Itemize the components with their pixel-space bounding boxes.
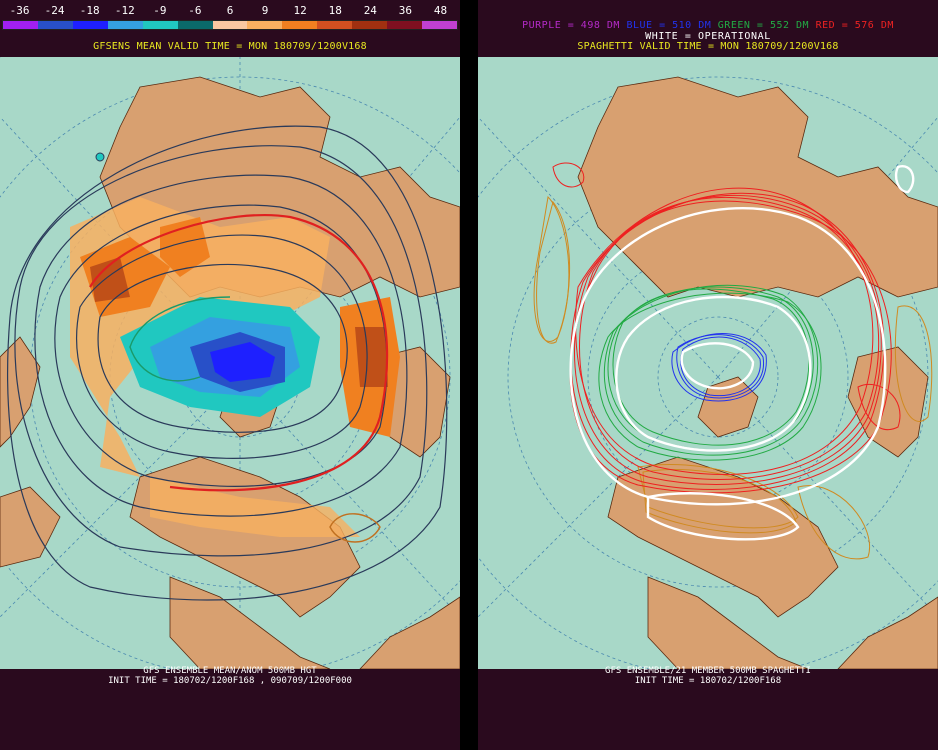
blue-spaghetti bbox=[671, 333, 767, 402]
colorbar-label: -24 bbox=[44, 4, 65, 17]
small-anomaly bbox=[95, 152, 105, 162]
colorbar-labels: -36 -24 -18 -12 -9 -6 6 9 12 18 24 36 48 bbox=[2, 4, 458, 18]
colorbar-swatch bbox=[37, 21, 73, 29]
mean-valid-time: GFSENS MEAN VALID TIME = MON 180709/1200… bbox=[93, 41, 367, 52]
height-contours bbox=[6, 125, 448, 601]
colorbar-swatch bbox=[107, 21, 143, 29]
colorbar-label: -18 bbox=[79, 4, 100, 17]
legend-operational: WHITE = OPERATIONAL bbox=[645, 31, 771, 42]
legend-purple: PURPLE = 498 DM bbox=[522, 20, 620, 31]
mean-footer-init: INIT TIME = 180702/1200F168 , 090709/120… bbox=[108, 676, 352, 686]
colorbar-swatch bbox=[3, 21, 38, 29]
spaghetti-panel: PURPLE = 498 DM BLUE = 510 DM GREEN = 55… bbox=[478, 0, 938, 750]
colorbar-swatch bbox=[317, 21, 353, 29]
colorbar-label: -36 bbox=[9, 4, 30, 17]
colorbar-label: 12 bbox=[293, 4, 307, 17]
colorbar-swatch bbox=[247, 21, 283, 29]
colorbar-swatch bbox=[387, 21, 423, 29]
spaghetti-valid-time: SPAGHETTI VALID TIME = MON 180709/1200V1… bbox=[577, 41, 839, 52]
colorbar-swatch bbox=[352, 21, 388, 29]
mean-map-svg bbox=[0, 57, 460, 669]
mean-anomaly-map bbox=[0, 57, 460, 669]
spaghetti-map-svg bbox=[478, 57, 938, 669]
mean-footer-title: GFS ENSEMBLE MEAN/ANOM 500MB HGT bbox=[143, 666, 317, 676]
colorbar-label: -9 bbox=[153, 4, 167, 17]
colorbar-label: -12 bbox=[114, 4, 135, 17]
green-contour bbox=[129, 296, 231, 382]
colorbar-label: 6 bbox=[226, 4, 234, 17]
anomaly-shading bbox=[70, 197, 400, 537]
colorbar-label: 24 bbox=[363, 4, 377, 17]
legend-blue: BLUE = 510 DM bbox=[626, 20, 712, 31]
colorbar-label: 18 bbox=[328, 4, 342, 17]
legend-green: GREEN = 552 DM bbox=[717, 20, 810, 31]
panel-divider bbox=[460, 0, 478, 750]
spaghetti-footer-title: GFS ENSEMBLE/21 MEMBER 500MB SPAGHETTI bbox=[605, 666, 811, 676]
colorbar-swatch bbox=[422, 21, 457, 29]
green-spaghetti bbox=[598, 284, 822, 461]
colorbar-swatch bbox=[177, 21, 213, 29]
colorbar-swatch bbox=[72, 21, 108, 29]
ensemble-mean-panel: -36 -24 -18 -12 -9 -6 6 9 12 18 24 36 48 GFSENS MEAN… bbox=[0, 0, 460, 750]
spaghetti-map bbox=[478, 57, 938, 669]
legend-red: RED = 576 DM bbox=[815, 20, 894, 31]
colorbar-swatches bbox=[2, 20, 458, 30]
colorbar-label: -6 bbox=[188, 4, 202, 17]
colorbar-label: 36 bbox=[398, 4, 413, 17]
red-588-contour bbox=[89, 213, 389, 492]
operational-contours bbox=[569, 165, 915, 541]
orange-spaghetti bbox=[533, 195, 933, 560]
colorbar-label: 9 bbox=[261, 4, 269, 17]
colorbar-swatch bbox=[212, 21, 248, 29]
orange-contour bbox=[329, 513, 381, 543]
colorbar-swatch bbox=[282, 21, 318, 29]
colorbar-swatch bbox=[142, 21, 178, 29]
spaghetti-legend: PURPLE = 498 DM BLUE = 510 DM GREEN = 55… bbox=[478, 20, 938, 31]
colorbar-label: 48 bbox=[433, 4, 448, 17]
anomaly-colorbar: -36 -24 -18 -12 -9 -6 6 9 12 18 24 36 48 bbox=[2, 4, 458, 32]
spaghetti-footer-init: INIT TIME = 180702/1200F168 bbox=[634, 676, 782, 686]
